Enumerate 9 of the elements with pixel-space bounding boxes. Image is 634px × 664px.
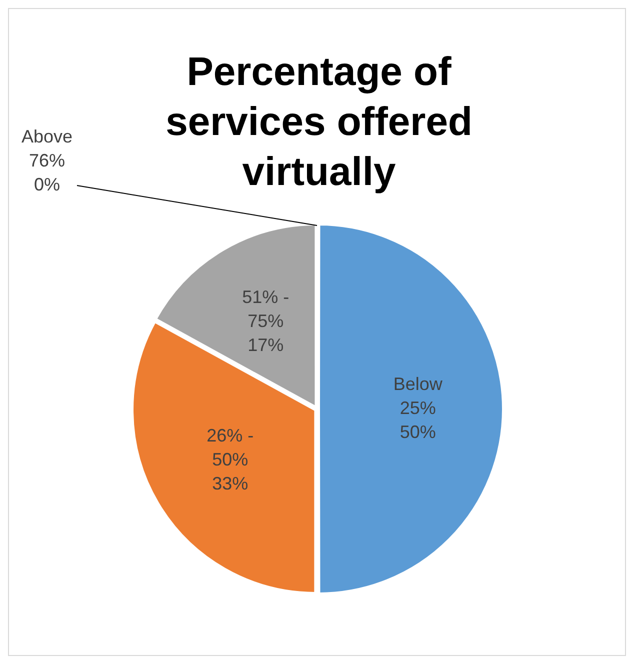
text: 0%: [34, 174, 60, 194]
data-label: 17%: [248, 335, 284, 356]
slice-label: 26% - 50%: [206, 425, 254, 470]
category-label: Above 76%: [21, 126, 73, 170]
slice-label: Below 25%: [393, 374, 444, 418]
data-label: 33%: [212, 473, 248, 494]
data-label: 50%: [400, 422, 436, 442]
slice-label: 51% - 75%: [242, 287, 290, 332]
chart-title: Percentage of services offered virtually: [164, 49, 474, 196]
